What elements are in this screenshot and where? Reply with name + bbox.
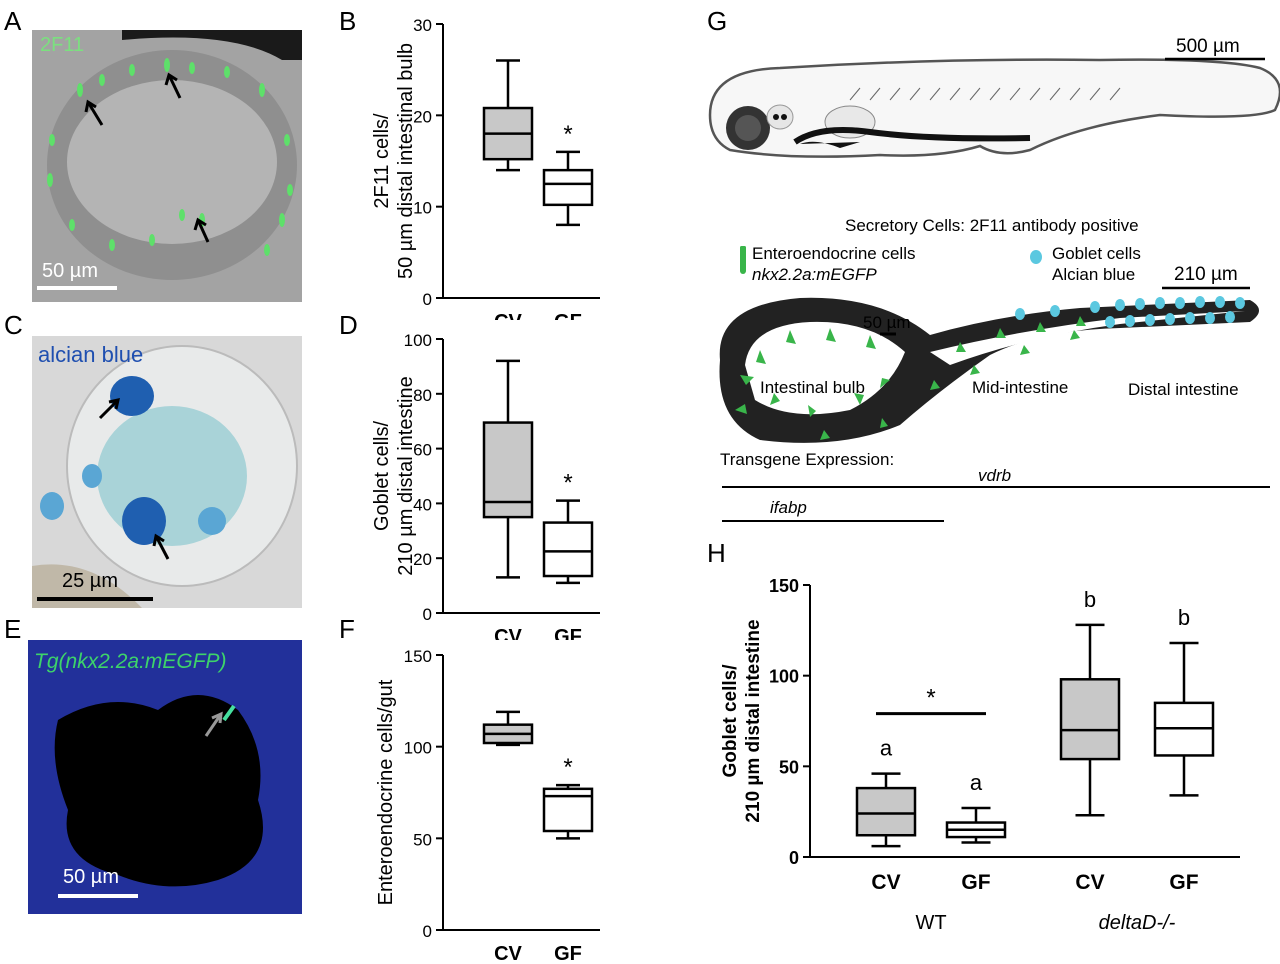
chart-f: 0 50 100 150 Enteroendocrine cells/gut CV GF *: [375, 647, 600, 960]
panel-label-d: D: [339, 310, 358, 340]
micrograph-alcian-drawing: [32, 336, 302, 608]
y-tick-label-d: 20: [413, 550, 432, 569]
category-label-b: GF: [554, 311, 582, 320]
y-tick-label-b: 30: [413, 16, 432, 35]
category-label-f: CV: [494, 943, 522, 960]
y-tick-label-d: 80: [413, 386, 432, 405]
y-tick-label-f: 150: [404, 647, 432, 666]
secretory-caption: Secretory Cells: 2F11 antibody positive: [845, 216, 1139, 235]
y-tick-label-d: 40: [413, 495, 432, 514]
y-tick-label-d: 100: [404, 331, 432, 350]
scale-bar-c: [37, 597, 153, 601]
zebrafish-diagram: [708, 57, 1280, 158]
sig-letter-h: a: [970, 770, 983, 795]
micrograph-alcian-blue: [32, 336, 302, 608]
group-label-wt: WT: [915, 912, 946, 934]
significance-star-h: *: [926, 685, 935, 712]
sig-letter-h: b: [1084, 587, 1096, 612]
micrograph-nkx-egfp: [28, 640, 302, 914]
small-scale-label: 50 µm: [863, 313, 911, 332]
category-label-h: CV: [1075, 871, 1104, 894]
y-axis-label-2-h: 210 µm distal intestine: [743, 619, 764, 822]
box-d-1: [542, 521, 594, 578]
y-tick-label-h: 50: [779, 757, 799, 777]
region-distal-intestine: Distal intestine: [1128, 380, 1239, 399]
y-axis-label-2-d: 210 µm distal intestine: [395, 376, 417, 575]
micrograph-nkx-drawing: [28, 640, 302, 914]
transgene-ifabp-line: [722, 520, 944, 522]
y-tick-label-d: 60: [413, 441, 432, 460]
category-label-f: GF: [554, 943, 582, 960]
box-b-1: [542, 168, 594, 207]
ee-legend-marker: [740, 246, 746, 274]
stain-label-alcian: alcian blue: [38, 342, 144, 367]
stain-label-egfp: Tg(nkx2.2a:mEGFP): [34, 650, 227, 673]
significance-star-f: *: [563, 754, 572, 781]
y-axis-label-h: Goblet cells/: [720, 664, 741, 778]
y-axis-label-d: Goblet cells/: [371, 421, 393, 531]
significance-star-d: *: [563, 470, 572, 497]
gut-scale-label: 210 µm: [1174, 264, 1238, 285]
goblet-legend-marker: [1030, 250, 1042, 264]
category-label-h: CV: [871, 871, 900, 894]
chart-d: 0 20 40 60 80 100 Goblet cells/210 µm distal i…: [371, 331, 600, 640]
sig-letter-h: a: [880, 736, 893, 761]
chart-h: 0 50 100 150 Goblet cells/210 µm distal inte…: [720, 576, 1240, 934]
transgene-vdrb-line: [722, 486, 1270, 488]
scale-bar-e: [58, 894, 138, 898]
y-tick-label-h: 0: [789, 848, 799, 868]
y-tick-label-h: 100: [769, 667, 799, 687]
category-label-h: GF: [961, 871, 990, 894]
stain-label-2f11: 2F11: [40, 34, 85, 56]
goblet-legend-label-1: Goblet cells: [1052, 244, 1141, 263]
micrograph-2f11: [32, 30, 302, 302]
category-label-b: CV: [494, 311, 522, 320]
transgene-ifabp-label: ifabp: [770, 498, 807, 517]
panel-label-e: E: [4, 614, 22, 644]
category-label-h: GF: [1169, 871, 1198, 894]
panel-label-a: A: [4, 6, 22, 36]
ee-legend-label-2: nkx2.2a:mEGFP: [752, 265, 877, 284]
panel-label-g: G: [707, 6, 728, 36]
ee-legend-label-1: Enteroendocrine cells: [752, 244, 916, 263]
region-intestinal-bulb: Intestinal bulb: [760, 378, 865, 397]
box-h-2: [1059, 678, 1121, 761]
category-label-d: GF: [554, 626, 582, 640]
category-label-d: CV: [494, 626, 522, 640]
y-tick-label-f: 0: [423, 922, 432, 941]
fish-scale-label: 500 µm: [1176, 36, 1240, 57]
y-tick-label-f: 50: [413, 830, 432, 849]
y-tick-label-b: 10: [413, 199, 432, 218]
box-f-1: [542, 787, 594, 833]
scale-label-c: 25 µm: [62, 570, 118, 592]
region-mid-intestine: Mid-intestine: [972, 378, 1069, 397]
y-axis-label-f: Enteroendocrine cells/gut: [375, 679, 397, 905]
panel-label-b: B: [339, 6, 357, 36]
box-h-0: [855, 786, 917, 837]
y-tick-label-h: 150: [769, 576, 799, 596]
micrograph-2f11-drawing: [32, 30, 302, 302]
chart-b: 0 10 20 30 2F11 cells/50 µm distal intestina…: [371, 16, 600, 320]
panel-label-h: H: [707, 538, 726, 568]
y-tick-label-f: 100: [404, 739, 432, 758]
y-axis-label-2-b: 50 µm distal intestinal bulb: [395, 43, 417, 279]
y-axis-label-b: 2F11 cells/: [371, 113, 393, 209]
y-tick-label-d: 0: [423, 605, 432, 624]
panel-label-f: F: [339, 614, 355, 644]
sig-letter-h: b: [1178, 605, 1190, 630]
goblet-legend-label-2: Alcian blue: [1052, 265, 1136, 284]
panel-label-c: C: [4, 310, 23, 340]
transgene-title: Transgene Expression:: [720, 450, 895, 469]
scale-bar-a: [37, 286, 117, 290]
scale-label-e: 50 µm: [63, 866, 119, 888]
y-tick-label-b: 20: [413, 107, 432, 126]
y-tick-label-b: 0: [423, 290, 432, 309]
intestine-diagram: [719, 286, 1259, 443]
scale-label-a: 50 µm: [42, 260, 98, 282]
group-label-deltad: deltaD-/-: [1099, 912, 1176, 934]
transgene-vdrb-label: vdrb: [978, 466, 1012, 485]
significance-star-b: *: [563, 121, 572, 148]
